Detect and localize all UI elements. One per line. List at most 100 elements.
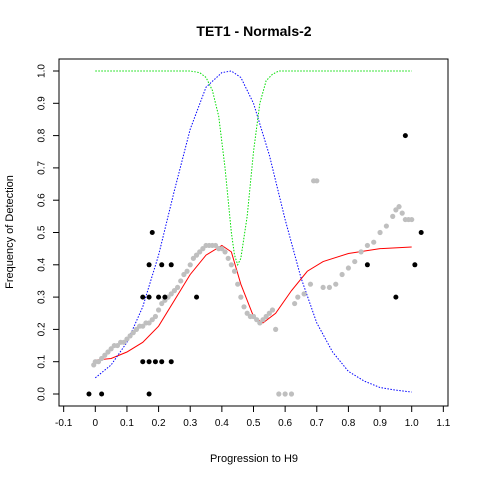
smoothed-point: [396, 204, 402, 210]
smoothed-point: [282, 391, 288, 397]
smoothed-point: [241, 304, 247, 310]
y-tick-label: 0.9: [37, 96, 48, 110]
smoothed-point: [212, 242, 219, 249]
smoothed-point: [193, 252, 200, 258]
smoothed-point: [124, 336, 130, 342]
data-point: [402, 133, 408, 139]
data-point: [86, 391, 92, 397]
data-point: [146, 391, 152, 397]
smoothed-point: [235, 281, 241, 287]
smoothed-point: [276, 391, 282, 397]
y-tick-label: 0.0: [37, 387, 48, 401]
smoothed-point: [225, 255, 231, 261]
y-tick-label: 0.4: [37, 257, 48, 271]
y-tick-label: 0.2: [37, 322, 48, 336]
smoothed-point: [288, 391, 295, 397]
data-point: [194, 294, 200, 300]
smoothed-point: [383, 223, 389, 229]
data-point: [140, 294, 146, 300]
smoothed-point: [149, 317, 155, 323]
smoothed-point: [301, 291, 307, 297]
smoothed-point: [238, 294, 244, 300]
x-tick-label: 0.8: [341, 418, 355, 429]
y-axis-label: Frequency of Detection: [4, 175, 16, 289]
data-point: [364, 262, 370, 268]
smoothed-point: [114, 342, 121, 349]
x-tick-label: -0.1: [55, 418, 73, 429]
smoothed-point: [273, 326, 279, 332]
smoothed-point: [152, 313, 159, 320]
smoothed-point: [171, 288, 178, 294]
smoothed-point: [222, 249, 228, 255]
data-point: [168, 262, 174, 268]
smoothed-point: [108, 346, 114, 352]
data-point: [418, 230, 424, 235]
smoothed-point: [121, 339, 127, 345]
smoothed-point: [244, 310, 250, 316]
data-point: [412, 262, 418, 268]
x-axis-label: Progression to H9: [210, 453, 298, 465]
smoothed-point: [390, 213, 396, 219]
y-tick-label: 0.8: [37, 128, 48, 142]
smoothed-point: [254, 317, 260, 323]
data-point: [152, 359, 158, 365]
smoothed-point: [377, 229, 383, 236]
y-tick-label: 1.0: [37, 64, 48, 78]
smoothed-point: [231, 268, 238, 274]
smoothed-point: [190, 255, 196, 261]
smoothed-point: [260, 317, 266, 323]
smoothed-point: [326, 284, 333, 291]
x-tick-label: 0: [93, 418, 99, 429]
x-tick-label: 1.1: [436, 418, 450, 429]
smoothed-point: [257, 320, 263, 326]
smoothed-point: [393, 207, 399, 213]
smoothed-point: [105, 349, 111, 355]
data-point: [146, 294, 152, 300]
smoothed-point: [371, 239, 377, 245]
smoothed-point: [95, 359, 102, 365]
x-tick-label: 0.6: [278, 418, 292, 429]
y-tick-label: 0.6: [37, 193, 48, 207]
y-tick-label: 0.5: [37, 225, 48, 239]
data-point: [146, 262, 152, 268]
smoothed-point: [409, 216, 415, 223]
data-point: [162, 294, 168, 300]
smoothed-point: [155, 307, 162, 313]
smoothed-point: [345, 265, 352, 271]
series-curve: [94, 70, 412, 393]
smoothed-point: [140, 323, 146, 329]
smoothed-point: [250, 313, 257, 320]
y-tick-label: 0.7: [37, 161, 48, 175]
series-curve: [95, 70, 412, 267]
data-point: [149, 230, 155, 235]
data-point: [146, 359, 152, 365]
smoothed-point: [314, 178, 320, 184]
smoothed-point: [399, 210, 405, 216]
smoothed-point: [358, 249, 364, 255]
chart-title: TET1 - Normals-2: [196, 23, 311, 39]
x-tick-label: 0.7: [310, 418, 324, 429]
x-tick-label: 0.5: [247, 418, 261, 429]
x-tick-label: 1.0: [405, 418, 419, 429]
smoothed-point: [364, 242, 370, 249]
smoothed-point: [269, 307, 276, 313]
smoothed-point: [133, 326, 140, 332]
smoothed-point: [187, 262, 193, 268]
smoothed-point: [228, 262, 234, 268]
data-point: [159, 359, 165, 365]
data-point: [99, 391, 105, 397]
smoothed-point: [102, 352, 108, 358]
smoothed-point: [127, 333, 133, 339]
y-tick-label: 0.3: [37, 290, 48, 304]
plot-layer: [86, 70, 424, 397]
x-tick-label: 0.9: [373, 418, 387, 429]
y-tick-label: 0.1: [37, 354, 48, 368]
data-point: [159, 262, 165, 268]
smoothed-point: [197, 249, 203, 255]
smoothed-point: [184, 268, 190, 274]
x-tick-label: 0.4: [215, 418, 229, 429]
plot-frame: [58, 58, 449, 407]
axes-layer: -0.1 0 0.1 0.2 0.3 0.4 0.5 0.6 0.7 0.8 0.9 1.0 1.1 0.…: [37, 64, 451, 429]
